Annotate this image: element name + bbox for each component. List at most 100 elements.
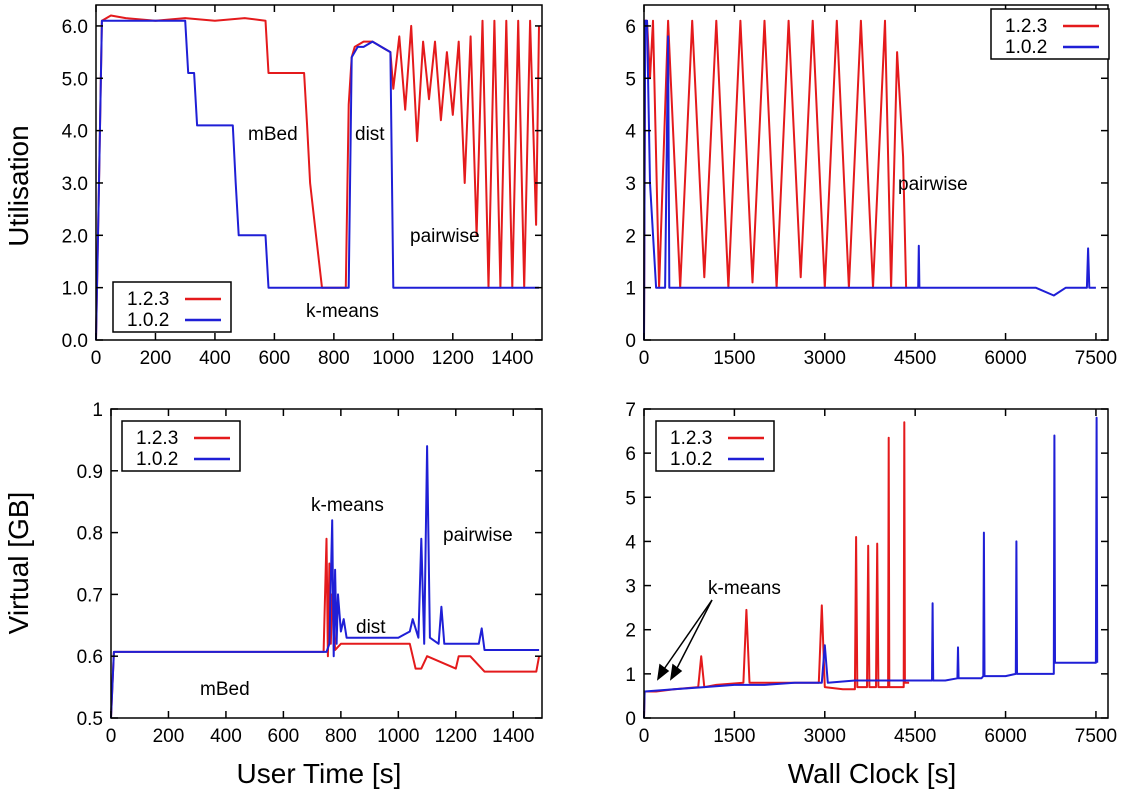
y-tick-label: 0.5 xyxy=(77,709,103,730)
arrow-line xyxy=(661,599,713,673)
x-tick-label: 6000 xyxy=(984,348,1026,369)
legend-box xyxy=(655,420,775,472)
legend-label: 1.2.3 xyxy=(670,428,712,449)
x-tick-label: 800 xyxy=(318,348,350,369)
x-tick-label: 1400 xyxy=(492,726,534,747)
y-tick-label: 6 xyxy=(625,444,636,465)
legend: 1.2.31.0.2 xyxy=(655,420,775,472)
y-tick-label: 4 xyxy=(625,532,636,553)
y-tick-label: 7 xyxy=(625,400,636,421)
annotation-pairwise: pairwise xyxy=(443,525,513,546)
annotation-k-means: k-means xyxy=(708,578,781,599)
x-tick-label: 0 xyxy=(91,348,102,369)
x-tick-label: 1400 xyxy=(491,348,533,369)
arrow-line xyxy=(674,599,713,673)
x-tick-label: 0 xyxy=(106,726,117,747)
k-means-arrows xyxy=(656,599,713,681)
annotation-dist: dist xyxy=(356,617,386,638)
plot-frame xyxy=(95,4,543,341)
y-tick-label: 5 xyxy=(625,69,636,90)
legend-box xyxy=(121,420,241,472)
x-tick-label: 3000 xyxy=(804,726,846,747)
x-tick-label: 0 xyxy=(639,348,650,369)
legend-label: 1.0.2 xyxy=(136,449,178,470)
annotation-mbed: mBed xyxy=(248,124,298,145)
x-tick-label: 7500 xyxy=(1075,726,1117,747)
y-tick-label: 6 xyxy=(625,17,636,38)
x-tick-label: 0 xyxy=(639,726,650,747)
legend-label: 1.0.2 xyxy=(670,449,712,470)
x-axis-label-left: User Time [s] xyxy=(237,758,402,789)
legend-box xyxy=(112,281,232,333)
legend: 1.2.31.0.2 xyxy=(121,420,241,472)
x-tick-label: 200 xyxy=(153,726,185,747)
plot-frame xyxy=(643,408,1109,719)
y-tick-label: 1 xyxy=(92,400,103,421)
y-tick-label: 3 xyxy=(625,577,636,598)
x-tick-label: 6000 xyxy=(984,726,1026,747)
y-tick-label: 0.7 xyxy=(77,585,103,606)
y-tick-label: 0 xyxy=(625,709,636,730)
annotation-pairwise: pairwise xyxy=(898,174,968,195)
arrow-head xyxy=(656,663,670,681)
series-line xyxy=(643,416,1099,719)
y-tick-label: 5.0 xyxy=(62,69,88,90)
y-tick-label: 4 xyxy=(625,122,636,143)
x-tick-label: 4500 xyxy=(894,726,936,747)
y-tick-label: 1 xyxy=(625,665,636,686)
series-line xyxy=(643,19,1096,341)
y-tick-label: 2 xyxy=(625,621,636,642)
y-tick-label: 0 xyxy=(625,331,636,352)
legend-label: 1.0.2 xyxy=(127,310,169,331)
annotation-pairwise: pairwise xyxy=(410,226,480,247)
x-tick-label: 1500 xyxy=(713,726,755,747)
x-tick-label: 200 xyxy=(140,348,172,369)
x-tick-label: 1000 xyxy=(377,726,419,747)
x-axis-label-right: Wall Clock [s] xyxy=(788,758,957,789)
legend-label: 1.2.3 xyxy=(136,428,178,449)
y-tick-label: 0.8 xyxy=(77,524,103,545)
x-tick-label: 800 xyxy=(325,726,357,747)
plot-frame xyxy=(110,408,543,719)
panel-virtual-wall-clock: 0 1500 3000 4500 6000 7500 0 1 2 3 4 5 6 7 1.2.31.0.2 xyxy=(625,400,1117,747)
y-tick-label: 2 xyxy=(625,226,636,247)
x-tick-label: 400 xyxy=(210,726,242,747)
legend-label: 1.2.3 xyxy=(1005,16,1047,37)
x-tick-label: 7500 xyxy=(1075,348,1117,369)
series-line xyxy=(643,421,910,719)
panel-virtual-user-time: 0 200 400 600 800 1000 1200 1400 0.5 0.6 0.7 0.8 0.9… xyxy=(77,400,543,747)
x-tick-label: 3000 xyxy=(804,348,846,369)
y-tick-label: 0.9 xyxy=(77,462,103,483)
series-line xyxy=(95,19,539,341)
x-tick-label: 1500 xyxy=(713,348,755,369)
y-tick-label: 1 xyxy=(625,279,636,300)
series-line xyxy=(110,445,540,719)
arrow-head xyxy=(669,663,683,681)
legend-label: 1.2.3 xyxy=(127,289,169,310)
annotation-mbed: mBed xyxy=(200,679,250,700)
panel-utilisation-wall-clock: 0 1500 3000 4500 6000 7500 0 1 2 3 4 5 6 1.2.31.0.2 xyxy=(625,4,1117,369)
y-tick-label: 4.0 xyxy=(62,122,88,143)
x-tick-label: 600 xyxy=(259,348,291,369)
annotation-k-means: k-means xyxy=(311,495,384,516)
x-tick-label: 1200 xyxy=(432,348,474,369)
legend-box xyxy=(990,8,1110,60)
x-tick-label: 1200 xyxy=(435,726,477,747)
y-tick-label: 3 xyxy=(625,174,636,195)
x-tick-label: 4500 xyxy=(894,348,936,369)
x-tick-label: 1000 xyxy=(372,348,414,369)
legend: 1.2.31.0.2 xyxy=(112,281,232,333)
series-line xyxy=(110,537,541,719)
legend: 1.2.31.0.2 xyxy=(990,8,1110,60)
panel-utilisation-user-time: 0 200 400 600 800 1000 1200 1400 0.0 1.0 2.0 3.0 4.0… xyxy=(62,4,543,369)
annotation-k-means: k-means xyxy=(306,301,379,322)
series-line xyxy=(643,19,908,341)
plot-frame xyxy=(643,4,1109,341)
x-tick-label: 400 xyxy=(199,348,231,369)
x-tick-label: 600 xyxy=(268,726,300,747)
annotation-dist: dist xyxy=(355,124,385,145)
y-tick-label: 0.6 xyxy=(77,647,103,668)
y-tick-label: 1.0 xyxy=(62,279,88,300)
y-axis-label-top: Utilisation xyxy=(3,125,34,246)
